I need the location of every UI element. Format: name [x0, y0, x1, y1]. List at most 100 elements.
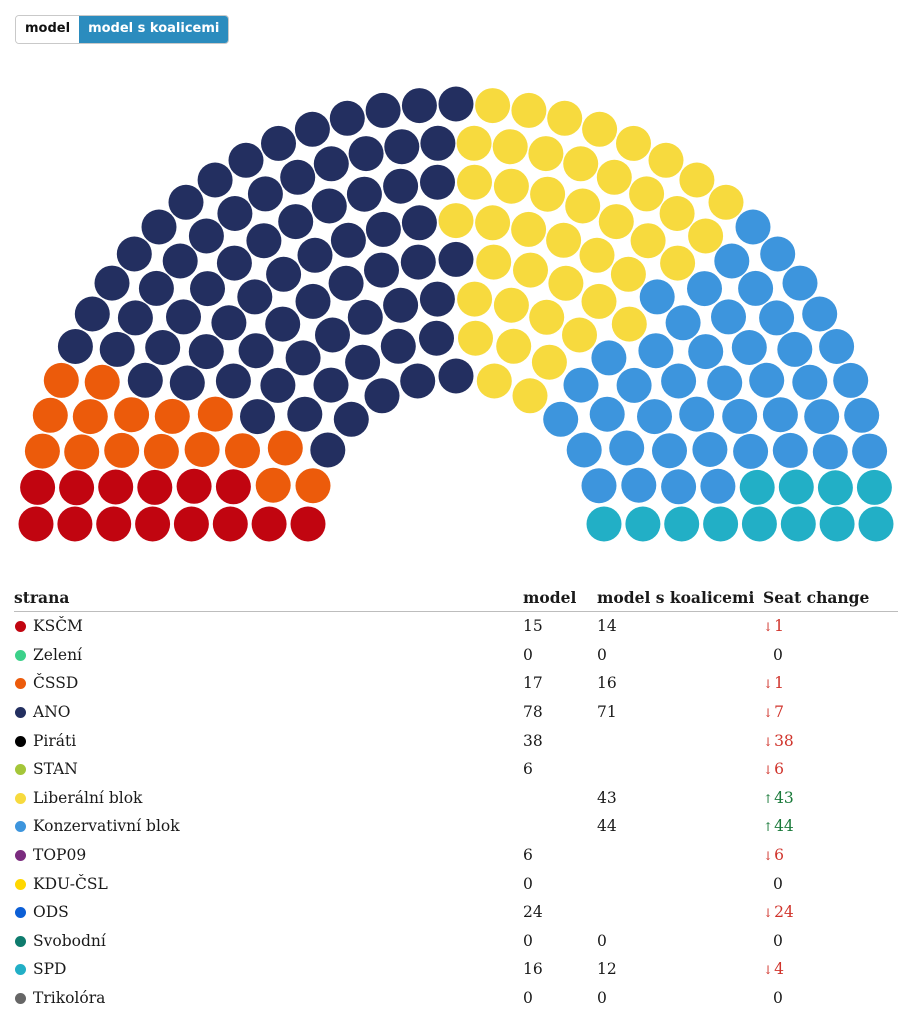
- seat-dot: [419, 320, 454, 356]
- seat-dot: [137, 469, 173, 505]
- seat-dot: [261, 125, 296, 161]
- seat-dot: [285, 340, 321, 376]
- seat-dot: [652, 433, 687, 469]
- party-name: ANO: [33, 703, 71, 722]
- table-row: KSČM 15 14 ↓1: [14, 612, 898, 641]
- seat-dot: [401, 205, 437, 241]
- party-color-dot: [15, 907, 26, 919]
- coalition-seats-cell: 44: [597, 817, 617, 836]
- table-row: Piráti 38 ↓38: [14, 726, 898, 755]
- seat-dot: [162, 243, 198, 279]
- party-name: STAN: [33, 760, 78, 779]
- seat-dot: [240, 399, 275, 435]
- coalition-seats-cell: 16: [597, 674, 617, 693]
- seat-dot: [20, 469, 56, 505]
- party-color-dot: [15, 850, 26, 862]
- seat-dot: [616, 367, 652, 403]
- view-toggle: model model s koalicemi: [15, 15, 230, 44]
- seat-dot: [714, 243, 750, 279]
- seat-change-cell: 0: [763, 927, 898, 956]
- seat-dot: [493, 287, 529, 323]
- seat-dot: [329, 100, 365, 136]
- party-cell: Konzervativní blok: [14, 812, 523, 841]
- seat-change-cell: ↓1: [763, 612, 898, 641]
- party-cell: Svobodní: [14, 927, 523, 956]
- seat-dot: [817, 470, 853, 506]
- seat-dot: [661, 469, 697, 505]
- seat-dot: [621, 467, 657, 503]
- seat-dot: [475, 205, 511, 241]
- seat-dot: [513, 252, 548, 288]
- model-seats-cell: 38: [523, 731, 543, 750]
- party-name: ČSSD: [33, 674, 79, 693]
- seat-dot: [287, 396, 323, 432]
- seat-dot: [98, 469, 134, 505]
- model-seats-cell: 24: [523, 903, 543, 922]
- seat-dot: [364, 252, 399, 288]
- model-seats-cell: 0: [523, 931, 533, 950]
- party-name: TOP09: [33, 846, 87, 865]
- party-color-dot: [15, 821, 26, 833]
- party-cell: ANO: [14, 698, 523, 727]
- model-seats-cell: 0: [523, 645, 533, 664]
- seat-dot: [457, 164, 492, 200]
- seat-dot: [188, 218, 224, 254]
- seat-dot: [18, 506, 54, 542]
- model-toggle-button[interactable]: model: [16, 16, 80, 43]
- seat-dot: [610, 256, 646, 292]
- seat-dot: [278, 204, 314, 240]
- seat-dot: [581, 468, 617, 504]
- seat-dot: [438, 86, 474, 122]
- seat-dot: [266, 256, 302, 292]
- party-cell: STAN: [14, 755, 523, 784]
- table-row: ČSSD 17 16 ↓1: [14, 669, 898, 698]
- party-name: Svobodní: [33, 931, 106, 950]
- seat-dot: [611, 306, 647, 342]
- party-name: Liberální blok: [33, 788, 143, 807]
- seat-dot: [345, 344, 381, 380]
- seat-dot: [383, 287, 419, 323]
- seat-dot: [330, 222, 366, 258]
- seat-dot: [384, 129, 420, 165]
- seat-dot: [225, 433, 260, 469]
- party-color-dot: [15, 735, 26, 747]
- seat-dot: [738, 270, 774, 306]
- seat-dot: [543, 401, 579, 437]
- seat-dot: [562, 317, 597, 353]
- seat-dot: [173, 506, 209, 542]
- seat-dot: [591, 340, 627, 376]
- seat-change-value: 6: [774, 760, 784, 779]
- seat-change-value: 0: [773, 989, 783, 1008]
- party-color-dot: [15, 878, 26, 890]
- seat-dot: [238, 333, 274, 369]
- seat-dot: [679, 396, 715, 432]
- coalition-seats-cell: 0: [597, 989, 607, 1008]
- party-column-header: strana: [14, 586, 523, 612]
- seat-dot: [739, 469, 775, 505]
- seat-dot: [546, 222, 582, 258]
- seat-dot: [778, 469, 814, 505]
- seat-dot: [772, 432, 808, 468]
- model-seats-cell: 6: [523, 846, 533, 865]
- arrow-down-icon: ↓: [763, 620, 774, 635]
- seat-dot: [692, 432, 728, 467]
- seat-dot: [364, 378, 400, 414]
- seat-dot: [295, 283, 331, 319]
- party-color-dot: [15, 764, 26, 776]
- party-cell: Trikolóra: [14, 984, 523, 1013]
- seat-change-value: 4: [774, 960, 784, 979]
- seat-dot: [104, 432, 140, 468]
- seat-dot: [665, 305, 701, 341]
- coalition-toggle-button[interactable]: model s koalicemi: [79, 16, 229, 43]
- table-row: TOP09 6 ↓6: [14, 841, 898, 870]
- seat-dot: [313, 367, 349, 403]
- seat-dot: [294, 111, 330, 147]
- seat-dot: [749, 362, 785, 398]
- seat-change-cell: ↓7: [763, 698, 898, 727]
- seat-dot: [215, 363, 251, 399]
- change-column-header: Seat change: [763, 586, 898, 612]
- seat-dot: [566, 432, 602, 468]
- seat-dot: [687, 271, 722, 307]
- seat-dot: [741, 506, 777, 542]
- seat-dot: [400, 363, 436, 399]
